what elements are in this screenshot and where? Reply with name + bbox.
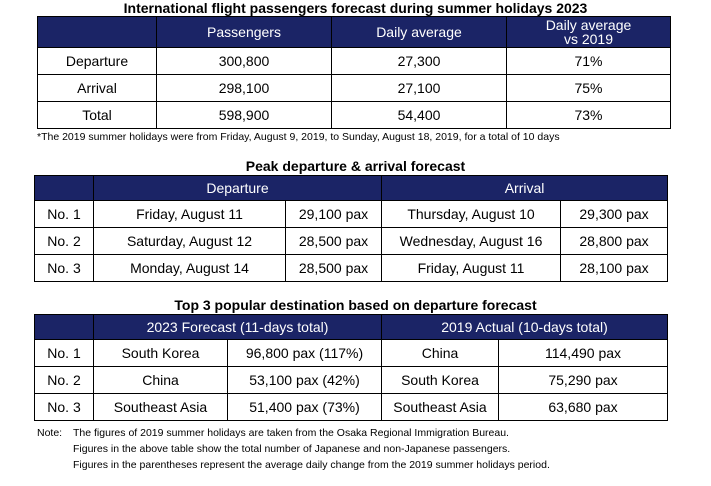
- departure-date-cell: Monday, August 14: [93, 254, 286, 282]
- table1-header-vs-line1: Daily average: [545, 17, 632, 33]
- rank-cell: No. 1: [34, 339, 94, 367]
- table1-header-blank: [37, 16, 157, 48]
- table1-footnote: *The 2019 summer holidays were from Frid…: [37, 131, 560, 143]
- table-row: No. 3 Southeast Asia 51,400 pax (73%) So…: [34, 393, 669, 421]
- table3-title: Top 3 popular destination based on depar…: [174, 297, 537, 313]
- rank-cell: No. 3: [34, 393, 94, 421]
- passenger-forecast-table: Passengers Daily average Daily average v…: [37, 16, 671, 129]
- passengers-cell: 298,100: [156, 74, 332, 102]
- top-destinations-table: 2023 Forecast (11-days total) 2019 Actua…: [34, 314, 669, 421]
- arrival-date-cell: Friday, August 11: [381, 254, 562, 282]
- destination-2019-cell: China: [381, 339, 499, 367]
- pax-2023-cell: 51,400 pax (73%): [227, 393, 382, 421]
- row-label: Departure: [37, 47, 157, 75]
- table2-header-row: Departure Arrival: [34, 175, 669, 201]
- arrival-date-cell: Thursday, August 10: [381, 200, 562, 228]
- rank-cell: No. 1: [34, 200, 94, 228]
- table-row: Departure 300,800 27,300 71%: [37, 47, 671, 75]
- table3-header-blank: [34, 314, 94, 340]
- arrival-pax-cell: 28,100 pax: [560, 254, 669, 282]
- daily-average-cell: 54,400: [331, 101, 507, 129]
- table1-header-row: Passengers Daily average Daily average v…: [37, 16, 671, 48]
- vs-2019-cell: 75%: [506, 74, 671, 102]
- vs-2019-cell: 73%: [506, 101, 671, 129]
- destination-2023-cell: China: [93, 366, 228, 394]
- note-prefix: Note:: [37, 427, 63, 439]
- peak-forecast-table: Departure Arrival No. 1 Friday, August 1…: [34, 175, 669, 282]
- note-line-2: Figures in the above table show the tota…: [73, 443, 511, 455]
- destination-2019-cell: Southeast Asia: [381, 393, 499, 421]
- note-line-3: Figures in the parentheses represent the…: [73, 459, 550, 471]
- destination-2023-cell: Southeast Asia: [93, 393, 228, 421]
- rank-cell: No. 2: [34, 227, 94, 255]
- table2-header-blank: [34, 175, 94, 201]
- departure-pax-cell: 29,100 pax: [284, 200, 383, 228]
- table1-header-vs-2019: Daily average vs 2019: [506, 16, 671, 48]
- pax-2019-cell: 75,290 pax: [497, 366, 669, 394]
- arrival-pax-cell: 29,300 pax: [560, 200, 669, 228]
- table1-title: International flight passengers forecast…: [123, 0, 588, 16]
- pax-2023-cell: 96,800 pax (117%): [227, 339, 382, 367]
- arrival-pax-cell: 28,800 pax: [560, 227, 669, 255]
- row-label: Arrival: [37, 74, 157, 102]
- pax-2019-cell: 63,680 pax: [497, 393, 669, 421]
- destination-2023-cell: South Korea: [93, 339, 228, 367]
- rank-cell: No. 2: [34, 366, 94, 394]
- table-row: Arrival 298,100 27,100 75%: [37, 74, 671, 102]
- vs-2019-cell: 71%: [506, 47, 671, 75]
- passengers-cell: 300,800: [156, 47, 332, 75]
- departure-date-cell: Friday, August 11: [93, 200, 286, 228]
- pax-2019-cell: 114,490 pax: [497, 339, 669, 367]
- note-line-1: The figures of 2019 summer holidays are …: [73, 427, 509, 439]
- departure-date-cell: Saturday, August 12: [93, 227, 286, 255]
- destination-2019-cell: South Korea: [381, 366, 499, 394]
- table-row: No. 3 Monday, August 14 28,500 pax Frida…: [34, 254, 669, 282]
- table1-header-daily-average: Daily average: [331, 16, 507, 48]
- table2-title: Peak departure & arrival forecast: [245, 158, 466, 174]
- daily-average-cell: 27,100: [331, 74, 507, 102]
- table-row: No. 1 South Korea 96,800 pax (117%) Chin…: [34, 339, 669, 367]
- daily-average-cell: 27,300: [331, 47, 507, 75]
- table2-header-arrival: Arrival: [381, 175, 669, 201]
- table1-header-vs-line2: vs 2019: [563, 31, 614, 47]
- table-row: No. 2 China 53,100 pax (42%) South Korea…: [34, 366, 669, 394]
- table-row: Total 598,900 54,400 73%: [37, 101, 671, 129]
- table3-header-row: 2023 Forecast (11-days total) 2019 Actua…: [34, 314, 669, 340]
- table-row: No. 2 Saturday, August 12 28,500 pax Wed…: [34, 227, 669, 255]
- passengers-cell: 598,900: [156, 101, 332, 129]
- row-label: Total: [37, 101, 157, 129]
- rank-cell: No. 3: [34, 254, 94, 282]
- arrival-date-cell: Wednesday, August 16: [381, 227, 562, 255]
- table-row: No. 1 Friday, August 11 29,100 pax Thurs…: [34, 200, 669, 228]
- departure-pax-cell: 28,500 pax: [284, 227, 383, 255]
- departure-pax-cell: 28,500 pax: [284, 254, 383, 282]
- pax-2023-cell: 53,100 pax (42%): [227, 366, 382, 394]
- table3-header-2023: 2023 Forecast (11-days total): [93, 314, 382, 340]
- table3-header-2019: 2019 Actual (10-days total): [380, 314, 669, 340]
- table2-header-departure: Departure: [92, 175, 383, 201]
- table1-header-passengers: Passengers: [156, 16, 332, 48]
